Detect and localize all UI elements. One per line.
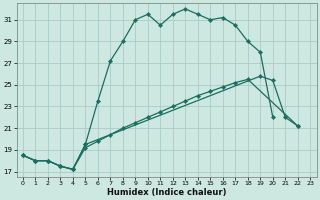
X-axis label: Humidex (Indice chaleur): Humidex (Indice chaleur)	[107, 188, 226, 197]
